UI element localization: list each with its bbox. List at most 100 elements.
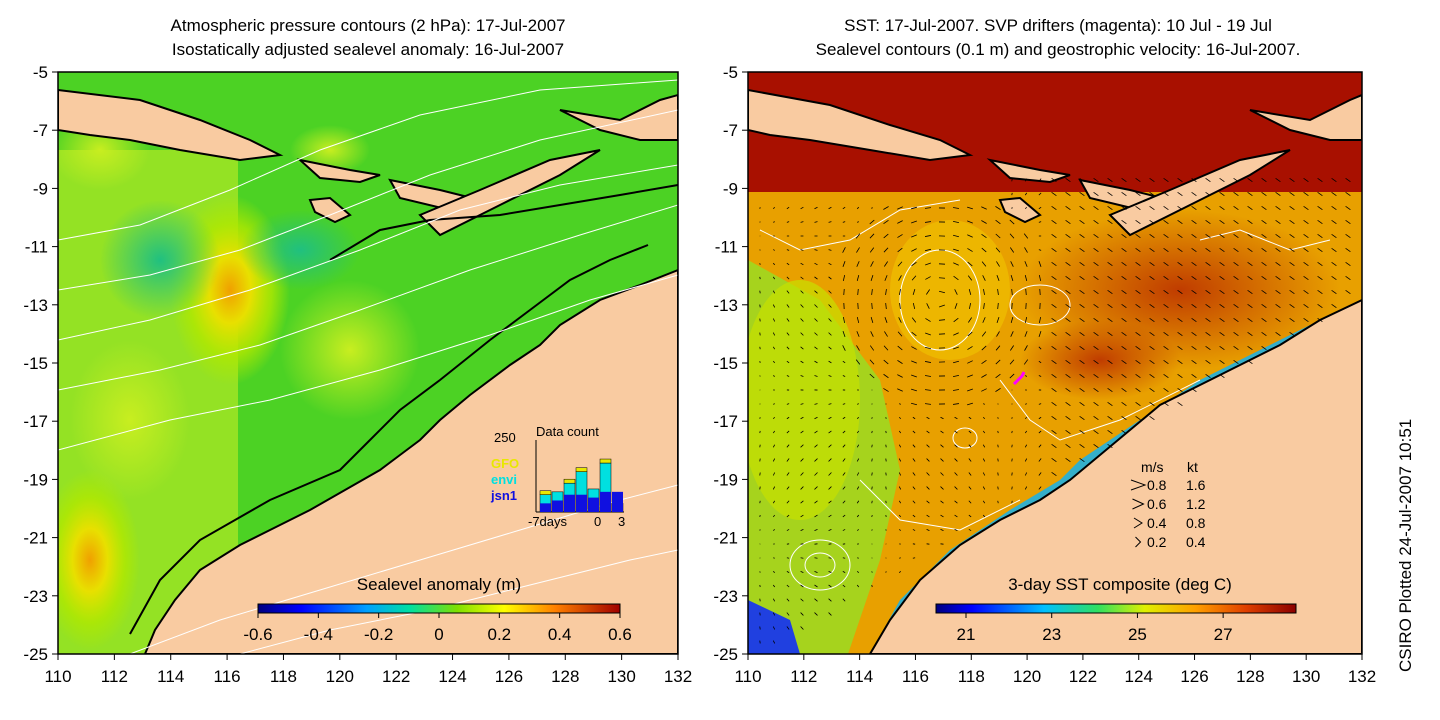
australia-land <box>143 268 678 654</box>
sealevel-colorbar-tick: -0.6 <box>243 625 272 644</box>
data-count-ymax: 250 <box>494 430 516 445</box>
data-count-xtick-end: 3 <box>618 514 625 529</box>
left-lon-tick-label: 114 <box>157 667 184 686</box>
right-lat-tick-label: -25 <box>713 645 738 664</box>
sealevel-colorbar-tick: -0.2 <box>364 625 393 644</box>
australia-land-right <box>868 298 1362 654</box>
speed-legend-arrow <box>1132 498 1145 510</box>
right-lat-tick-label: -23 <box>713 587 738 606</box>
left-lat-tick-label: -13 <box>23 296 48 315</box>
left-lon-tick-label: 132 <box>664 667 692 686</box>
left-title-line2: Isostatically adjusted sealevel anomaly:… <box>171 40 565 59</box>
plot-credit: CSIRO Plotted 24-Jul-2007 10:51 <box>1396 418 1415 672</box>
left-lon-tick-label: 122 <box>382 667 410 686</box>
sealevel-colorbar-tick: 0 <box>434 625 443 644</box>
data-count-title: Data count <box>536 424 599 439</box>
right-lon-tick-label: 122 <box>1069 667 1097 686</box>
data-count-legend-envi: envi <box>491 472 517 487</box>
sealevel-anomaly-map <box>58 72 678 654</box>
data-count-bar-jsn1 <box>564 494 575 512</box>
speed-legend-ms: 0.6 <box>1147 496 1167 512</box>
right-lon-tick-label: 110 <box>734 667 761 686</box>
left-lon-tick-label: 118 <box>270 667 297 686</box>
speed-legend-ms: 0.2 <box>1147 534 1167 550</box>
left-lat-tick-label: -11 <box>25 238 48 257</box>
right-lat-tick-label: -7 <box>723 121 738 140</box>
speed-legend-kt: 1.6 <box>1186 477 1206 493</box>
left-lat-tick-label: -15 <box>23 354 48 373</box>
data-count-bar-gfo <box>539 490 552 495</box>
pressure-contours <box>58 79 678 654</box>
left-lat-tick-label: -5 <box>33 63 48 82</box>
right-lat-tick-label: -17 <box>713 412 738 431</box>
right-lat-tick-label: -15 <box>713 354 738 373</box>
sealevel-colorbar-tick: 0.6 <box>608 625 632 644</box>
data-count-bar-jsn1 <box>576 494 587 512</box>
left-lat-tick-label: -19 <box>23 470 48 489</box>
data-count-legend-jsn1: jsn1 <box>490 488 517 503</box>
left-lat-tick-label: -25 <box>23 645 48 664</box>
data-count-bar-jsn1 <box>588 497 599 512</box>
speed-legend-arrow <box>1130 479 1147 491</box>
right-lat-tick-label: -9 <box>723 179 738 198</box>
right-lat-tick-label: -11 <box>715 238 738 257</box>
sealevel-colorbar-tick: -0.4 <box>304 625 333 644</box>
left-lat-tick-label: -9 <box>33 179 48 198</box>
speed-legend-arrow <box>1133 517 1143 529</box>
left-title-line1: Atmospheric pressure contours (2 hPa): 1… <box>170 16 566 35</box>
data-count-bar-jsn1 <box>540 503 551 512</box>
right-lon-tick-label: 112 <box>790 667 817 686</box>
data-count-legend-GFO: GFO <box>491 456 519 471</box>
speed-legend-arrow <box>1135 536 1142 548</box>
sst-colorbar-tick: 27 <box>1214 625 1233 644</box>
right-lon-tick-label: 124 <box>1125 667 1153 686</box>
right-lon-tick-label: 132 <box>1348 667 1376 686</box>
sst-map <box>748 72 1362 654</box>
left-lon-tick-label: 110 <box>44 667 71 686</box>
speed-legend-ms-header: m/s <box>1141 459 1164 475</box>
speed-legend-ms: 0.4 <box>1147 515 1167 531</box>
sst-colorbar-label: 3-day SST composite (deg C) <box>1008 575 1232 594</box>
left-lon-tick-label: 124 <box>438 667 466 686</box>
data-count-bar-jsn1 <box>612 491 623 512</box>
left-lon-tick-label: 128 <box>551 667 579 686</box>
data-count-xtick-start: -7days <box>528 514 568 529</box>
sst-colorbar-tick: 21 <box>957 625 976 644</box>
right-title-line1: SST: 17-Jul-2007. SVP drifters (magenta)… <box>844 16 1272 35</box>
left-lon-tick-label: 126 <box>495 667 523 686</box>
data-count-bar-jsn1 <box>552 500 563 512</box>
right-lon-tick-label: 126 <box>1180 667 1208 686</box>
geostrophic-velocity-arrows <box>759 178 1351 644</box>
left-lon-tick-label: 120 <box>326 667 354 686</box>
svp-drifter-track <box>1012 371 1026 386</box>
data-count-bar-gfo <box>599 458 612 464</box>
right-lat-tick-label: -19 <box>713 470 738 489</box>
right-title-line2: Sealevel contours (0.1 m) and geostrophi… <box>815 40 1301 59</box>
sst-colorbar-tick: 23 <box>1042 625 1061 644</box>
right-lon-tick-label: 128 <box>1236 667 1264 686</box>
sst-colorbar-tick: 25 <box>1128 625 1147 644</box>
right-lat-tick-label: -5 <box>723 63 738 82</box>
right-lon-tick-label: 114 <box>846 667 873 686</box>
right-lat-tick-label: -13 <box>713 296 738 315</box>
data-count-xtick-zero: 0 <box>594 514 601 529</box>
data-count-bar-jsn1 <box>600 491 611 512</box>
right-lon-tick-label: 118 <box>958 667 985 686</box>
left-lat-tick-label: -7 <box>33 121 48 140</box>
sealevel-colorbar-tick: 0.2 <box>488 625 512 644</box>
left-lon-tick-label: 130 <box>607 667 635 686</box>
data-count-bar-gfo <box>563 478 576 484</box>
speed-legend-kt-header: kt <box>1187 459 1198 475</box>
left-lat-tick-label: -21 <box>23 529 48 548</box>
velocity-speed-legend: m/s kt 0.8 1.6 0.6 1.2 0.4 0.8 0.2 0.4 <box>1130 459 1206 550</box>
right-lat-tick-label: -21 <box>713 529 738 548</box>
sealevel-colorbar-tick: 0.4 <box>548 625 572 644</box>
left-lat-tick-label: -23 <box>23 587 48 606</box>
speed-legend-ms: 0.8 <box>1147 477 1167 493</box>
speed-legend-kt: 1.2 <box>1186 496 1206 512</box>
speed-legend-kt: 0.4 <box>1186 534 1206 550</box>
left-lat-tick-label: -17 <box>23 412 48 431</box>
sealevel-colorbar-label: Sealevel anomaly (m) <box>357 575 521 594</box>
